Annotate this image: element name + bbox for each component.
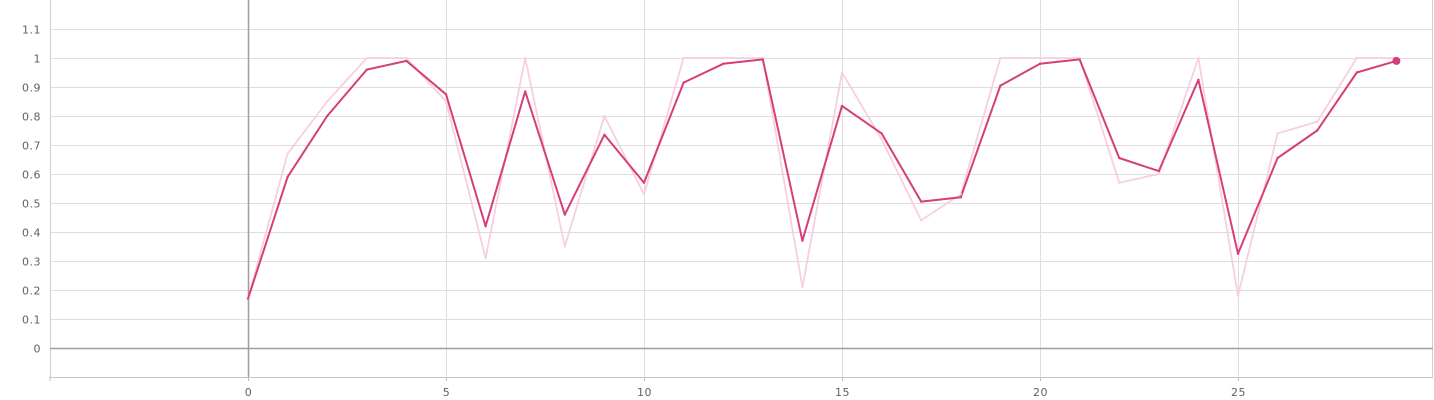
smoothed-data-point <box>1038 62 1042 65</box>
tick-labels: 0 0.1 0.2 0.3 0.4 0.5 0.6 0.7 0.8 0.9 1 1.1 0 5 10 15 20… <box>22 24 1246 400</box>
x-tick-label: 25 <box>1231 386 1246 399</box>
smoothed-data-point <box>563 213 566 216</box>
smoothed-series-line <box>247 58 1398 300</box>
raw-data-point <box>959 193 962 196</box>
x-tick-label: 15 <box>835 386 850 399</box>
raw-data-point <box>444 100 448 103</box>
raw-data-point <box>405 56 408 60</box>
smoothed-data-point <box>840 104 844 108</box>
raw-data-point <box>880 138 883 141</box>
raw-data-point <box>1197 56 1200 60</box>
x-tick-label: 20 <box>1033 386 1048 399</box>
raw-data-point <box>1118 181 1121 184</box>
y-tick-label: 0.1 <box>22 314 41 327</box>
smoothed-data-point <box>761 58 764 61</box>
y-tick-label: 0.5 <box>22 198 41 211</box>
smoothed-data-point <box>682 81 685 84</box>
smoothed-data-point <box>959 196 962 199</box>
smoothed-data-point <box>1078 58 1081 61</box>
y-tick-label: 1 <box>34 53 42 66</box>
smoothed-data-point <box>405 59 408 63</box>
raw-data-point <box>286 152 289 155</box>
raw-data-point <box>563 245 566 248</box>
y-tick-label: 1.1 <box>22 24 41 37</box>
smoothed-data-point <box>722 62 725 65</box>
smoothed-data-point <box>1197 78 1200 82</box>
raw-data-point <box>365 56 368 60</box>
raw-data-point <box>920 219 923 222</box>
smoothed-data-point <box>1355 71 1359 74</box>
raw-data-point <box>999 56 1002 60</box>
smoothed-data-point <box>999 84 1002 87</box>
raw-data-point <box>642 193 646 196</box>
y-tick-label: 0 <box>34 343 42 356</box>
smoothed-data-point <box>801 239 804 242</box>
smoothed-data-point <box>603 133 606 136</box>
smoothed-data-point <box>444 93 448 96</box>
y-tick-label: 0.3 <box>22 256 41 269</box>
smoothed-data-point <box>880 132 883 135</box>
grid <box>50 0 1433 377</box>
raw-data-point <box>840 71 844 74</box>
smoothed-data-point <box>1276 156 1279 160</box>
smoothed-data-point <box>1236 252 1240 255</box>
raw-data-point <box>1276 132 1279 135</box>
series-lines <box>247 57 1398 300</box>
raw-data-point <box>1157 172 1161 176</box>
smoothed-data-point <box>920 200 923 203</box>
y-tick-label: 0.9 <box>22 82 41 95</box>
raw-data-point <box>484 256 487 260</box>
smoothed-data-point <box>1118 156 1121 160</box>
smoothed-data-point <box>246 297 250 300</box>
series-points <box>246 56 1401 300</box>
raw-data-point <box>722 56 725 60</box>
axes <box>49 0 1433 381</box>
smoothed-data-point <box>484 225 487 228</box>
raw-series-line <box>247 57 1398 300</box>
y-tick-label: 0.7 <box>22 140 41 153</box>
raw-data-point <box>603 114 606 118</box>
smoothed-data-point <box>326 114 329 118</box>
raw-data-point <box>1236 294 1240 297</box>
y-tick-label: 0.8 <box>22 111 41 124</box>
x-tick-label: 0 <box>245 386 253 399</box>
smoothed-data-point <box>524 90 527 93</box>
y-tick-label: 0.4 <box>22 227 41 240</box>
raw-data-point <box>1316 120 1319 124</box>
raw-data-point <box>682 56 685 60</box>
raw-data-point <box>1038 56 1042 60</box>
smoothed-data-point <box>1316 129 1319 132</box>
raw-data-point <box>1355 56 1359 60</box>
smoothed-data-point <box>1157 169 1161 173</box>
raw-data-point <box>524 56 527 60</box>
last-point-marker[interactable] <box>1392 56 1401 65</box>
smoothed-data-point <box>365 68 368 71</box>
x-tick-label: 5 <box>443 386 451 399</box>
raw-data-point <box>801 285 804 289</box>
y-tick-label: 0.2 <box>22 285 41 298</box>
y-tick-label: 0.6 <box>22 169 41 182</box>
smoothed-data-point <box>642 181 646 184</box>
x-tick-label: 10 <box>637 386 652 399</box>
raw-data-point <box>326 100 329 103</box>
smoothed-data-point <box>286 175 289 179</box>
